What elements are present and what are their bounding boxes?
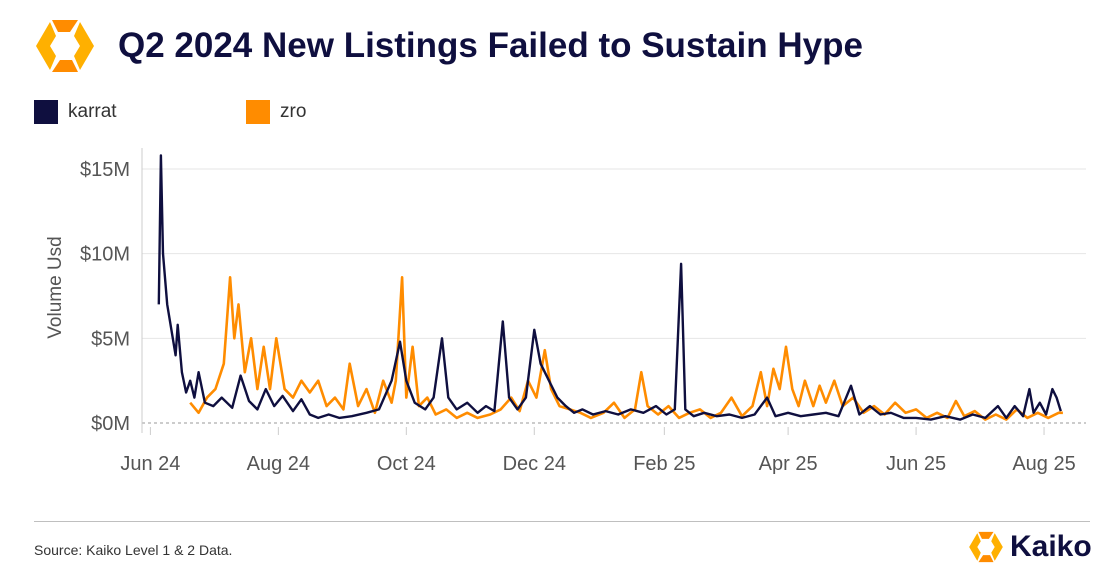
volume-chart: $0M $5M $10M $15M Jun 24 Aug 24 Oct 24 Dec 24 Fe… [45, 148, 1086, 475]
kaiko-logo [36, 20, 94, 72]
kaiko-logo-small [969, 531, 1003, 563]
legend-swatch-zro [246, 100, 270, 124]
page-title: Q2 2024 New Listings Failed to Sustain H… [118, 26, 863, 65]
x-tick-label: Feb 25 [633, 453, 695, 475]
y-axis-title: Volume Usd [45, 236, 66, 338]
x-tick-label: Apr 25 [759, 453, 818, 475]
brand-name: Kaiko [1010, 530, 1092, 563]
legend-swatch-karrat [34, 100, 58, 124]
legend-label-zro: zro [280, 101, 307, 122]
x-tick-label: Jun 25 [886, 453, 946, 475]
legend-item-karrat: karrat [34, 100, 117, 124]
series-line-zro [189, 276, 1063, 421]
y-tick-label: $15M [80, 159, 130, 181]
x-tick-label: Aug 24 [247, 453, 310, 475]
brand-mark: Kaiko [968, 530, 1092, 564]
x-tick-label: Dec 24 [503, 453, 566, 475]
x-tick-label: Oct 24 [377, 453, 436, 475]
series-line-karrat [157, 154, 1062, 421]
source-note: Source: Kaiko Level 1 & 2 Data. [34, 542, 233, 558]
x-tick-label: Jun 24 [120, 453, 180, 475]
legend-item-zro: zro [246, 100, 306, 124]
y-tick-label: $0M [91, 413, 130, 435]
y-tick-label: $10M [80, 244, 130, 266]
legend-label-karrat: karrat [68, 101, 117, 122]
footer-divider [34, 521, 1090, 522]
y-tick-label: $5M [91, 328, 130, 350]
x-tick-label: Aug 25 [1012, 453, 1075, 475]
